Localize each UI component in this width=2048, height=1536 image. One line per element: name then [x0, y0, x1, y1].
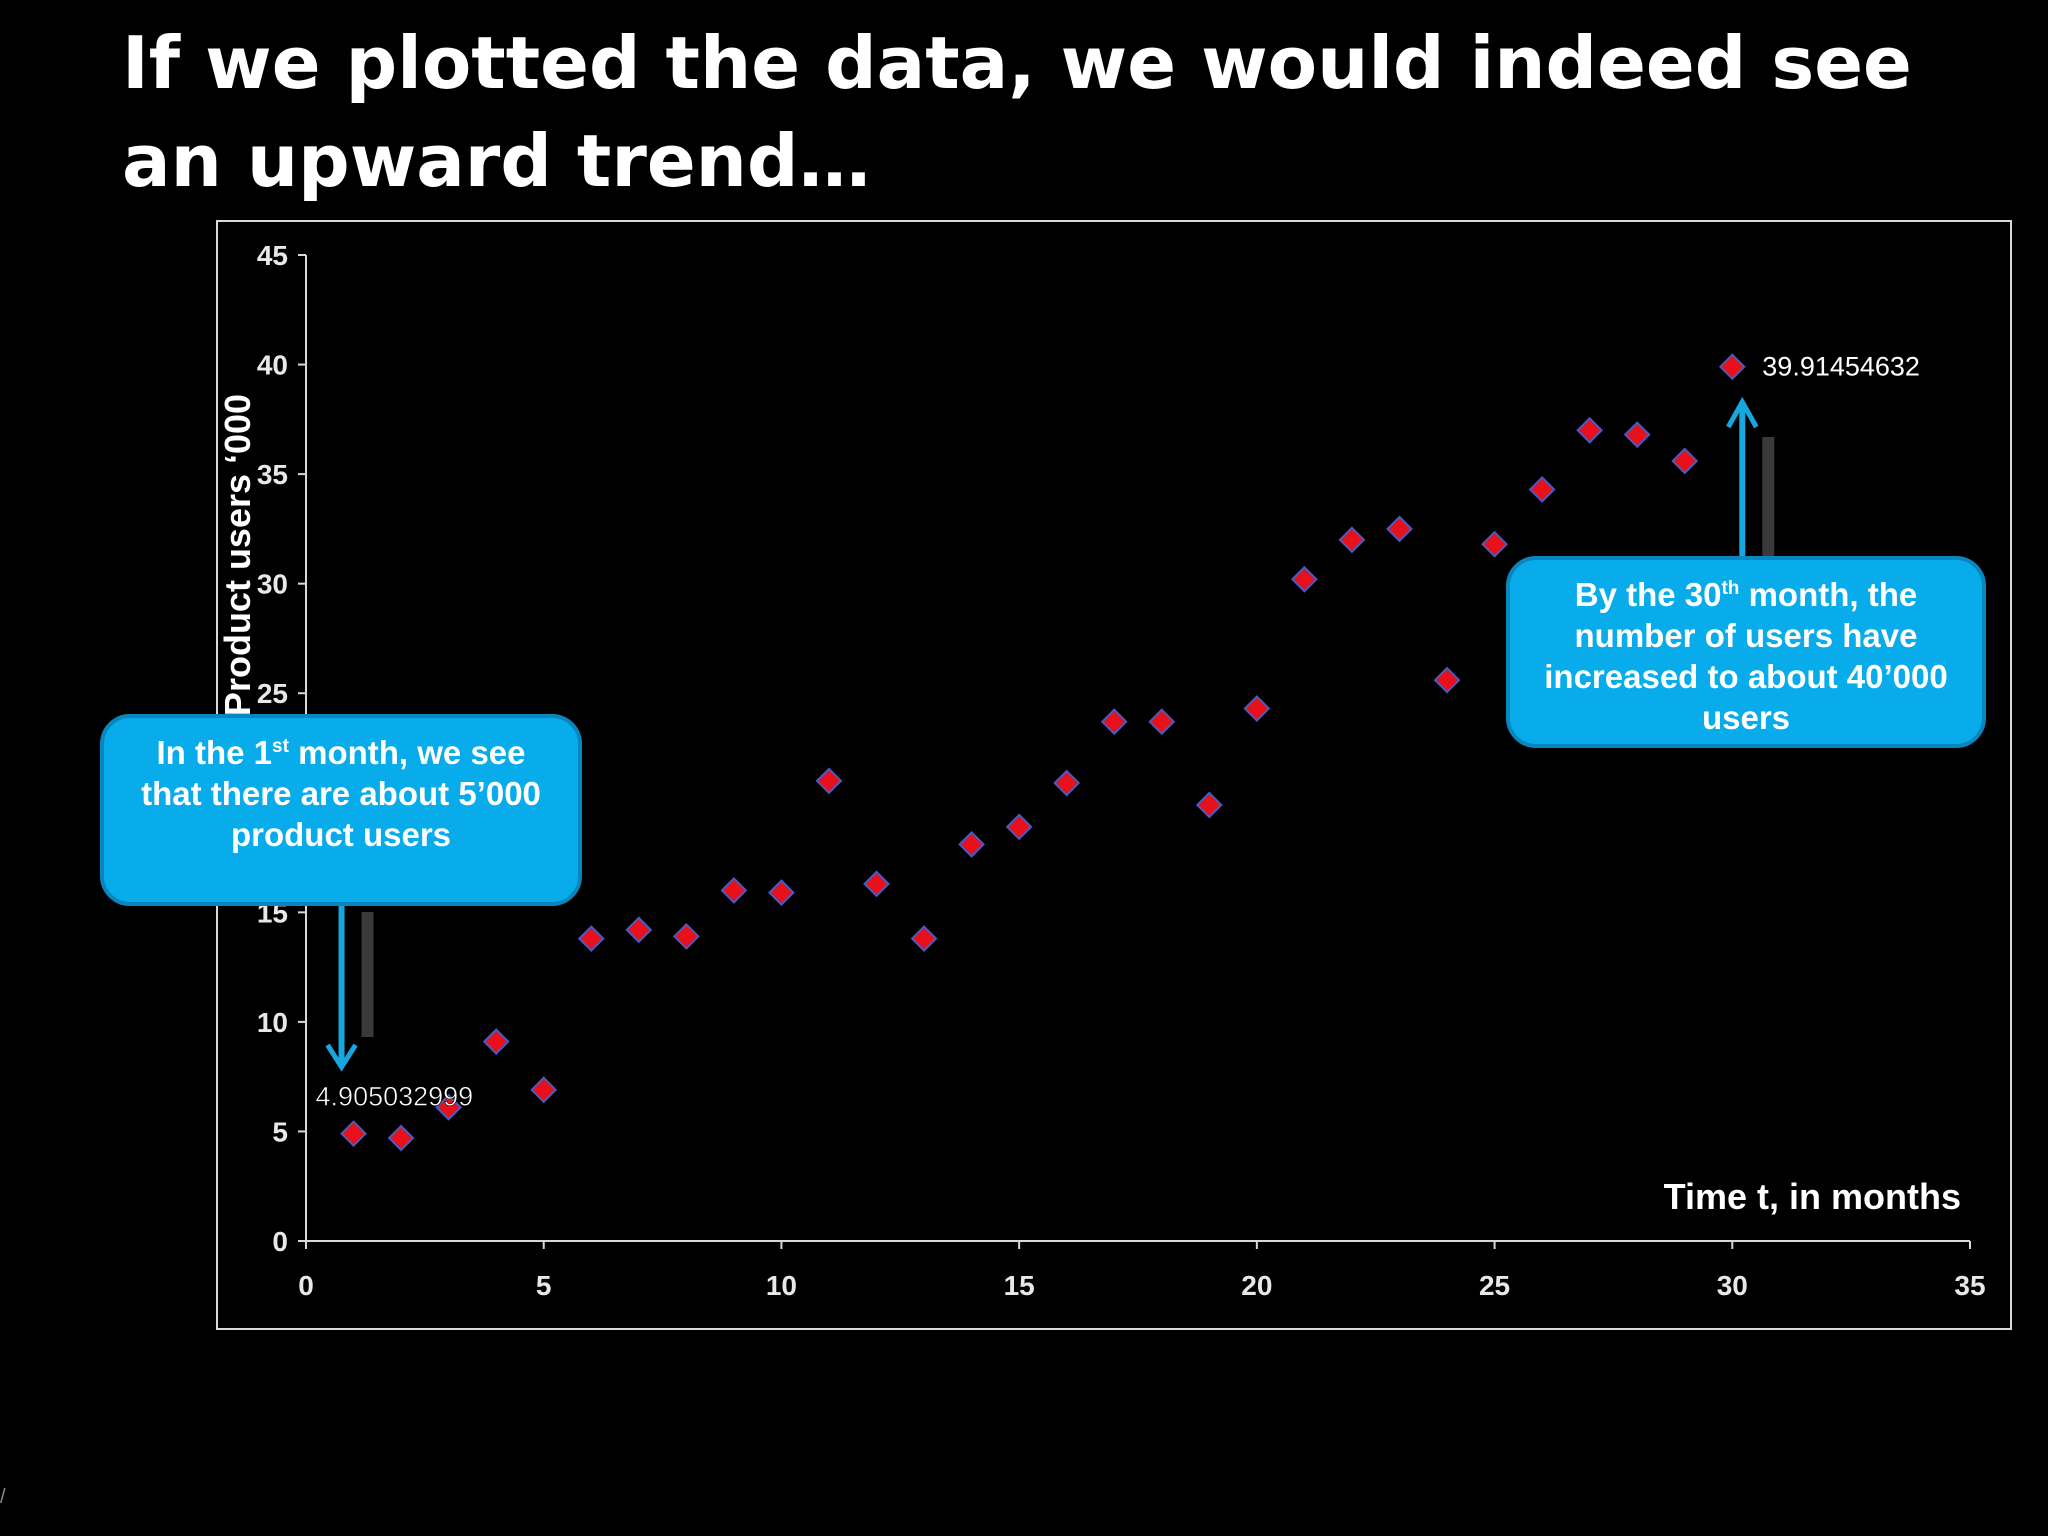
data-label-last: 39.91454632 [1762, 352, 1920, 382]
data-point [863, 870, 890, 898]
y-tick-label: 35 [257, 459, 288, 490]
x-tick-label: 30 [1717, 1270, 1748, 1301]
callout-first-text-rest: month, we see that there are about 5’000… [141, 734, 541, 853]
x-tick-label: 10 [766, 1270, 797, 1301]
x-tick-label: 20 [1241, 1270, 1272, 1301]
callout-arrows [325, 396, 1775, 1072]
callout-first-text: In the 1 [156, 734, 273, 771]
data-point [1338, 526, 1366, 554]
data-point [577, 925, 605, 953]
data-point [672, 923, 700, 950]
data-point [1148, 708, 1176, 736]
data-point [340, 1120, 367, 1148]
x-tick-label: 35 [1954, 1270, 1985, 1301]
data-point [720, 877, 748, 904]
data-point [1290, 565, 1318, 593]
data-point [625, 916, 653, 944]
data-point [1433, 666, 1461, 694]
data-point [958, 830, 986, 858]
data-point [1195, 791, 1223, 819]
data-point [482, 1028, 510, 1056]
data-label-first: 4.905032999 [316, 1082, 474, 1112]
y-tick-label: 25 [257, 678, 288, 709]
data-point [435, 1093, 463, 1121]
x-tick-label: 25 [1479, 1270, 1510, 1301]
axes [298, 254, 1971, 1249]
data-points [340, 353, 1746, 1152]
x-axis-label: Time t, in months [1664, 1176, 1961, 1217]
callout-last-text: By the 30 [1574, 576, 1722, 613]
data-point [1528, 476, 1556, 503]
data-point [1576, 416, 1604, 444]
data-point [1005, 813, 1033, 841]
data-point [1386, 515, 1413, 543]
data-point [1100, 708, 1128, 736]
y-tick-label: 40 [257, 350, 288, 381]
x-tick-label: 0 [298, 1270, 314, 1301]
x-tick-label: 5 [536, 1270, 552, 1301]
callout-first-month: In the 1st month, we see that there are … [100, 714, 582, 906]
data-point [530, 1076, 558, 1104]
data-point [1671, 447, 1699, 475]
y-tick-label: 10 [257, 1007, 288, 1038]
data-point [1623, 421, 1651, 449]
callout-last-sup: th [1721, 578, 1740, 599]
data-point [1718, 353, 1746, 381]
y-tick-label: 0 [272, 1226, 288, 1257]
y-axis-label: Product users ‘000 [218, 394, 258, 716]
data-point [1481, 530, 1508, 558]
callout-first-sup: st [272, 736, 289, 757]
y-tick-label: 30 [257, 569, 288, 600]
y-tick-label: 45 [257, 240, 288, 271]
x-tick-label: 15 [1004, 1270, 1035, 1301]
data-point [1053, 769, 1081, 797]
arrow-up-head [1726, 396, 1759, 429]
slide-marker: / [0, 1486, 6, 1508]
data-point [1243, 695, 1271, 722]
callout-last-text-rest: month, the number of users have increase… [1544, 576, 1948, 736]
data-point [768, 879, 795, 907]
callout-thirtieth-month: By the 30th month, the number of users h… [1506, 556, 1986, 748]
data-point [387, 1124, 415, 1152]
data-point [815, 767, 843, 795]
arrow-down-head [325, 1043, 358, 1072]
data-point [910, 925, 938, 953]
y-tick-label: 5 [272, 1116, 288, 1147]
slide-title: If we plotted the data, we would indeed … [122, 21, 1912, 203]
